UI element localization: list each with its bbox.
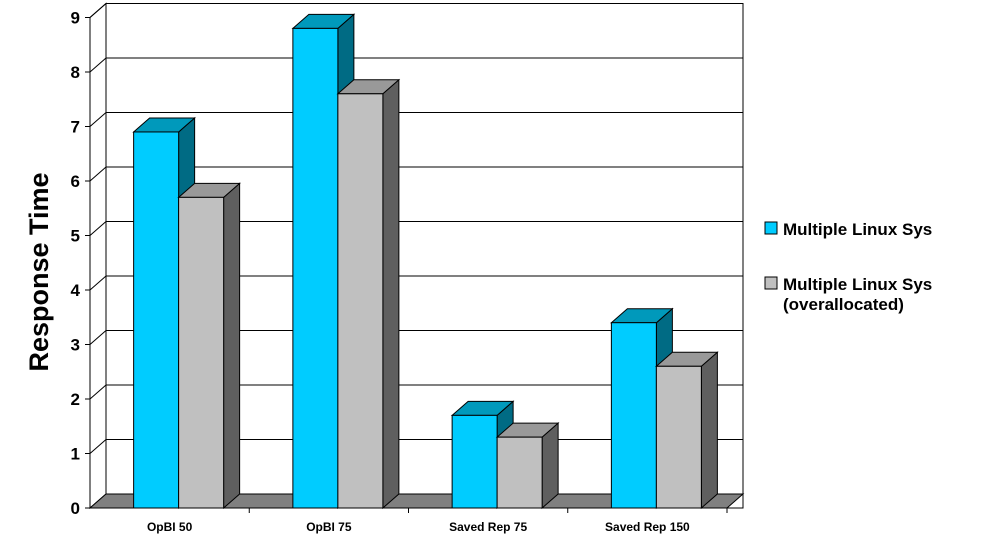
y-tick-label: 2 bbox=[71, 390, 80, 409]
x-tick-label: Saved Rep 150 bbox=[605, 520, 690, 534]
y-tick-labels: 0 1 2 3 4 5 6 7 8 9 bbox=[71, 9, 90, 518]
y-axis-label: Response Time bbox=[24, 172, 54, 371]
y-tick-label: 7 bbox=[71, 118, 80, 137]
gridline-side bbox=[89, 439, 107, 454]
x-tick-label: Saved Rep 75 bbox=[449, 520, 527, 534]
side-wall bbox=[89, 2, 107, 510]
bar bbox=[495, 422, 560, 510]
bar-front bbox=[337, 93, 384, 509]
bar-front bbox=[496, 436, 543, 509]
legend-swatch bbox=[764, 276, 778, 290]
gridline-side bbox=[89, 57, 107, 73]
bar bbox=[177, 182, 241, 510]
legend-label: Multiple Linux Sys bbox=[783, 220, 932, 239]
legend-label: (overallocated) bbox=[783, 295, 904, 314]
gridline-side bbox=[89, 221, 107, 236]
legend-swatch bbox=[764, 221, 778, 235]
y-tick-label: 4 bbox=[71, 281, 81, 300]
bar-side bbox=[223, 182, 241, 510]
bar bbox=[336, 78, 401, 510]
gridline-side bbox=[89, 3, 107, 18]
gridline-side bbox=[89, 330, 107, 345]
bar-front bbox=[610, 322, 657, 509]
bar-front bbox=[292, 27, 339, 509]
bar-side bbox=[541, 422, 559, 510]
y-tick-label: 6 bbox=[71, 172, 80, 191]
bar-front bbox=[133, 131, 180, 509]
bar-side bbox=[382, 78, 400, 510]
gridline-side bbox=[89, 384, 107, 400]
y-tick-label: 0 bbox=[71, 499, 80, 518]
y-tick-label: 5 bbox=[71, 227, 80, 246]
x-tick-label: OpBI 50 bbox=[147, 520, 193, 534]
gridline-side bbox=[89, 112, 107, 127]
bars bbox=[132, 13, 719, 510]
y-tick-label: 8 bbox=[71, 63, 80, 82]
y-tick-label: 3 bbox=[71, 336, 80, 355]
bar-side bbox=[700, 351, 718, 510]
legend-label: Multiple Linux Sys bbox=[783, 275, 932, 294]
bar-front bbox=[451, 414, 498, 509]
x-tick-label: OpBI 75 bbox=[306, 520, 352, 534]
y-tick-label: 9 bbox=[71, 9, 80, 28]
bar bbox=[655, 351, 719, 510]
x-tick-labels: OpBI 50 OpBI 75 Saved Rep 75 Saved Rep 150 bbox=[147, 520, 690, 534]
bar-front bbox=[178, 196, 225, 509]
bar-front bbox=[655, 365, 702, 509]
gridline-side bbox=[89, 166, 107, 182]
gridline-side bbox=[89, 275, 107, 291]
y-tick-label: 1 bbox=[71, 445, 80, 464]
